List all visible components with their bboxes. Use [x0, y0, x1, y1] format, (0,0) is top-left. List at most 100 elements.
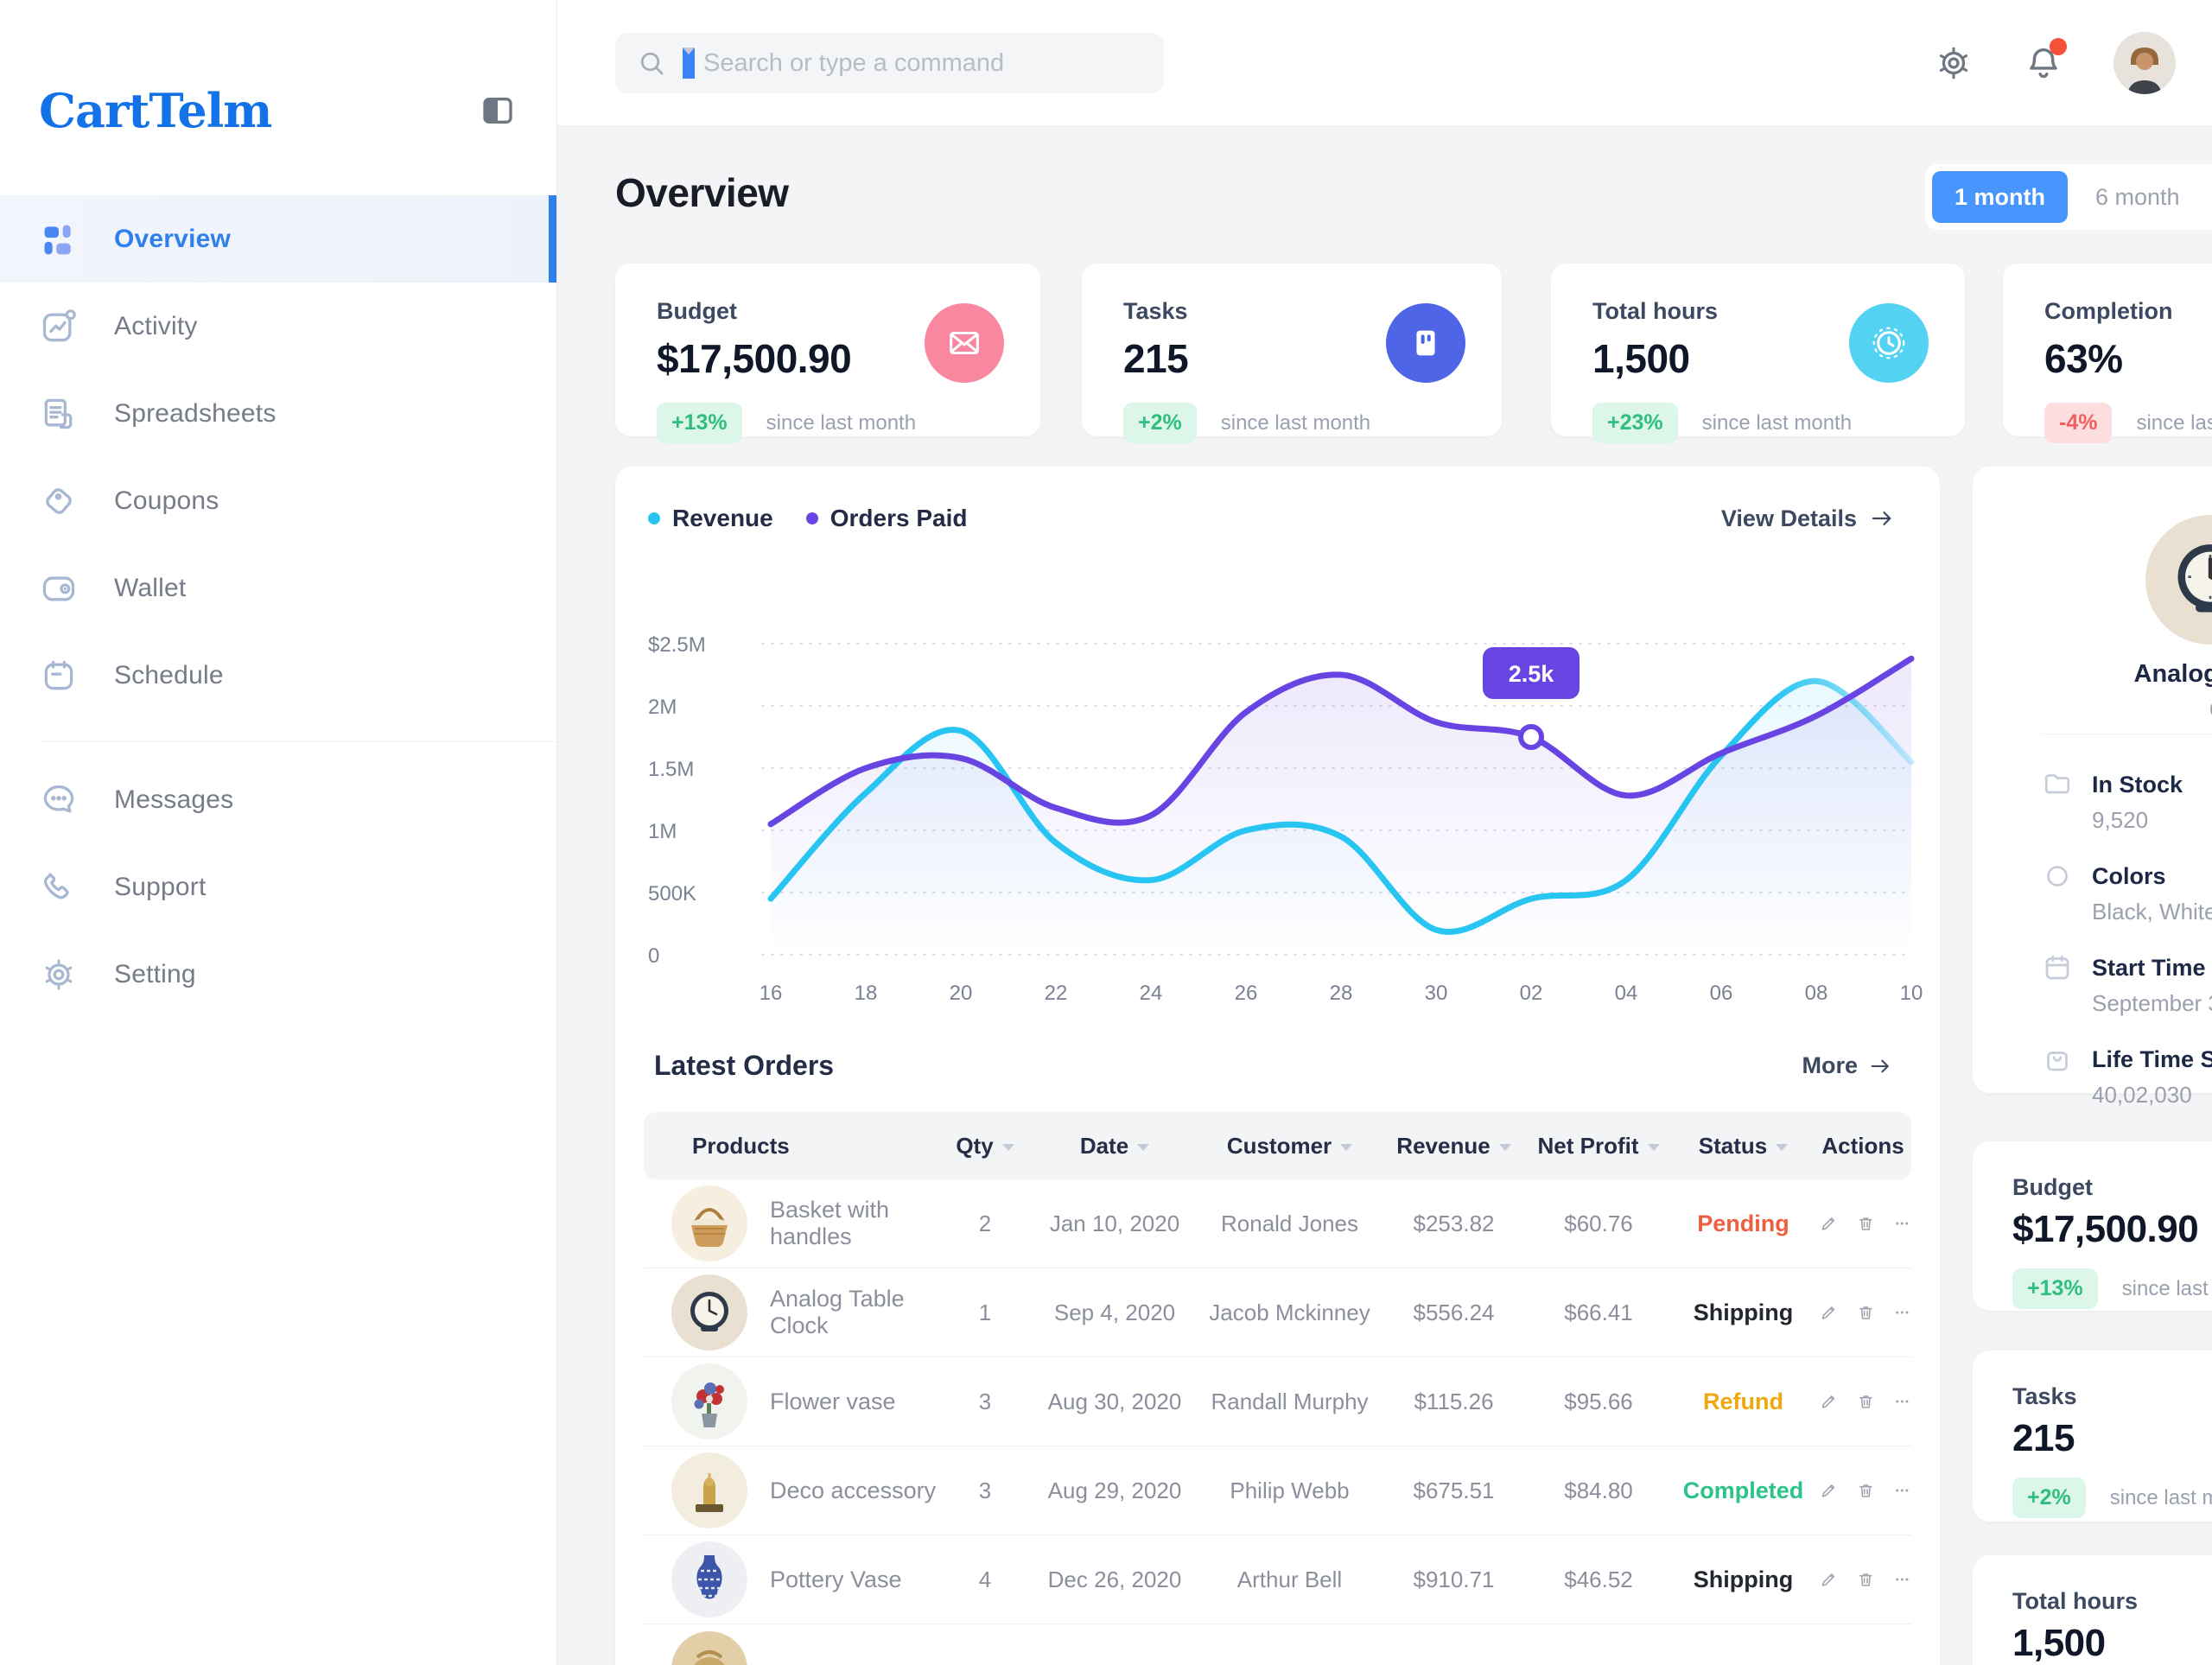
- delete-trash-icon[interactable]: [1857, 1300, 1875, 1325]
- sidebar-item-support[interactable]: Support: [0, 843, 556, 931]
- revenue-cell: $115.26: [1414, 1388, 1494, 1414]
- delete-trash-icon[interactable]: [1857, 1566, 1875, 1592]
- sidebar-divider: [39, 741, 556, 742]
- sidebar-item-label: Messages: [114, 785, 234, 814]
- legend-revenue[interactable]: Revenue: [648, 505, 773, 532]
- sidebar-item-schedule[interactable]: Schedule: [0, 632, 556, 719]
- column-header-customer[interactable]: Customer: [1197, 1133, 1382, 1160]
- grid-icon: [40, 220, 78, 258]
- page-title: Overview: [615, 170, 789, 215]
- column-header-status[interactable]: Status: [1672, 1133, 1815, 1160]
- product-title: Analog Table Clock: [2133, 660, 2212, 688]
- search-icon: [640, 52, 664, 75]
- date-cell: Dec 26, 2020: [1047, 1566, 1182, 1592]
- filter-6-month[interactable]: 6 month: [2095, 183, 2180, 210]
- sidebar-item-setting[interactable]: Setting: [0, 931, 556, 1018]
- topbar: Search or type a command: [557, 0, 2212, 126]
- stat-value: $17,500.90: [657, 336, 852, 381]
- more-ellipsis-icon[interactable]: [1893, 1389, 1911, 1414]
- sidebar-item-wallet[interactable]: Wallet: [0, 544, 556, 632]
- sidebar-item-messages[interactable]: Messages: [0, 756, 556, 843]
- column-header-revenue[interactable]: Revenue: [1382, 1133, 1525, 1160]
- table-row: Analog Table Clock 1 Sep 4, 2020 Jacob M…: [644, 1268, 1911, 1357]
- product-photo: [2145, 515, 2212, 645]
- product-name: Deco accessory: [770, 1477, 937, 1503]
- product-name: Analog Table Clock: [770, 1286, 905, 1338]
- calendar-icon: [2045, 955, 2069, 980]
- sidebar-item-overview[interactable]: Overview: [0, 195, 556, 283]
- legend-orders-paid[interactable]: Orders Paid: [805, 505, 967, 532]
- more-ellipsis-icon[interactable]: [1893, 1566, 1911, 1592]
- product-image-pottery: [671, 1541, 747, 1617]
- latest-orders-title: Latest Orders: [654, 1050, 835, 1081]
- table-row: Pottery Vase 4 Dec 26, 2020 Arthur Bell …: [644, 1535, 1911, 1624]
- brand-logo: CartTelm: [39, 83, 272, 138]
- spreadsheet-icon: [40, 395, 78, 433]
- product-image-clock: [671, 1274, 747, 1350]
- svg-text:1.5M: 1.5M: [648, 758, 694, 781]
- sidebar-item-coupons[interactable]: Coupons: [0, 457, 556, 544]
- more-link[interactable]: More: [1802, 1052, 1892, 1079]
- edit-pencil-icon[interactable]: [1820, 1300, 1838, 1325]
- product-image-deco: [671, 1452, 747, 1528]
- delete-trash-icon[interactable]: [1857, 1211, 1875, 1236]
- revenue-cell: $556.24: [1413, 1299, 1495, 1325]
- stat-card-budget: Budget $17,500.90 +13% since last month: [615, 264, 1040, 443]
- more-ellipsis-icon[interactable]: [1893, 1478, 1911, 1503]
- edit-pencil-icon[interactable]: [1820, 1566, 1838, 1592]
- date-cell: Aug 30, 2020: [1047, 1388, 1182, 1414]
- detail-in-stock: In Stock 9,520: [2042, 769, 2212, 834]
- sidebar-item-spreadsheets[interactable]: Spreadsheets: [0, 370, 556, 457]
- sidebar-collapse-icon[interactable]: [480, 93, 515, 128]
- filter-1-month[interactable]: 1 month: [1932, 171, 2068, 223]
- user-avatar[interactable]: [2113, 32, 2176, 94]
- settings-gear-icon[interactable]: [1934, 43, 1974, 83]
- svg-text:30: 30: [1425, 982, 1448, 1005]
- customer-cell: Ronald Jones: [1221, 1210, 1358, 1236]
- svg-text:20: 20: [950, 982, 973, 1005]
- product-image-basket: [671, 1185, 747, 1261]
- svg-text:24: 24: [1140, 982, 1163, 1005]
- stat-label: Budget: [657, 298, 737, 324]
- column-header-net-profit[interactable]: Net Profit: [1525, 1133, 1672, 1160]
- arrow-right-icon: [1872, 512, 1891, 525]
- edit-pencil-icon[interactable]: [1820, 1389, 1838, 1414]
- stat-label: Completion: [2044, 298, 2173, 324]
- row-actions: [1815, 1300, 1911, 1325]
- qty-cell: 2: [978, 1210, 992, 1236]
- delete-trash-icon[interactable]: [1857, 1478, 1875, 1503]
- side-stat-tasks: Tasks 215 +2% since last month: [1973, 1350, 2212, 1522]
- stat-card-tasks: Tasks 215 +2% since last month: [1082, 264, 1502, 443]
- customer-cell: Jacob Mckinney: [1209, 1299, 1370, 1325]
- sidebar-item-label: Setting: [114, 959, 196, 988]
- status-badge: Shipping: [1693, 1566, 1794, 1592]
- svg-text:16: 16: [760, 982, 783, 1005]
- filter-custom[interactable]: Custom: [2208, 171, 2212, 223]
- stat-card-completion: Completion 63% -4% since last month: [2003, 264, 2212, 443]
- svg-text:2.5k: 2.5k: [1509, 661, 1555, 687]
- svg-text:06: 06: [1710, 982, 1733, 1005]
- svg-text:04: 04: [1615, 982, 1638, 1005]
- detail-colors: Colors Black, White, Blue: [2042, 861, 2212, 925]
- sidebar-item-label: Support: [114, 872, 207, 901]
- column-header-date[interactable]: Date: [1033, 1133, 1197, 1160]
- gear-icon: [40, 956, 78, 994]
- more-ellipsis-icon[interactable]: [1893, 1300, 1911, 1325]
- delta-badge: +13%: [2012, 1268, 2098, 1309]
- delete-trash-icon[interactable]: [1857, 1389, 1875, 1414]
- notifications-bell-icon[interactable]: [2024, 38, 2067, 83]
- search-input[interactable]: Search or type a command: [615, 33, 1164, 93]
- qty-cell: 3: [978, 1388, 992, 1414]
- edit-pencil-icon[interactable]: [1820, 1478, 1838, 1503]
- side-stat-budget: Budget $17,500.90 +13% since last month: [1973, 1141, 2212, 1311]
- color-ring-icon: [2047, 866, 2068, 887]
- column-header-qty[interactable]: Qty: [938, 1133, 1033, 1160]
- text-cursor: [683, 48, 695, 79]
- more-ellipsis-icon[interactable]: [1893, 1211, 1911, 1236]
- sort-caret-icon: [1647, 1143, 1660, 1151]
- sidebar-item-activity[interactable]: Activity: [0, 283, 556, 370]
- status-badge: Completed: [1682, 1477, 1804, 1503]
- view-details-link[interactable]: View Details: [1721, 505, 1895, 532]
- topbar-actions: [1934, 0, 2176, 126]
- edit-pencil-icon[interactable]: [1820, 1211, 1838, 1236]
